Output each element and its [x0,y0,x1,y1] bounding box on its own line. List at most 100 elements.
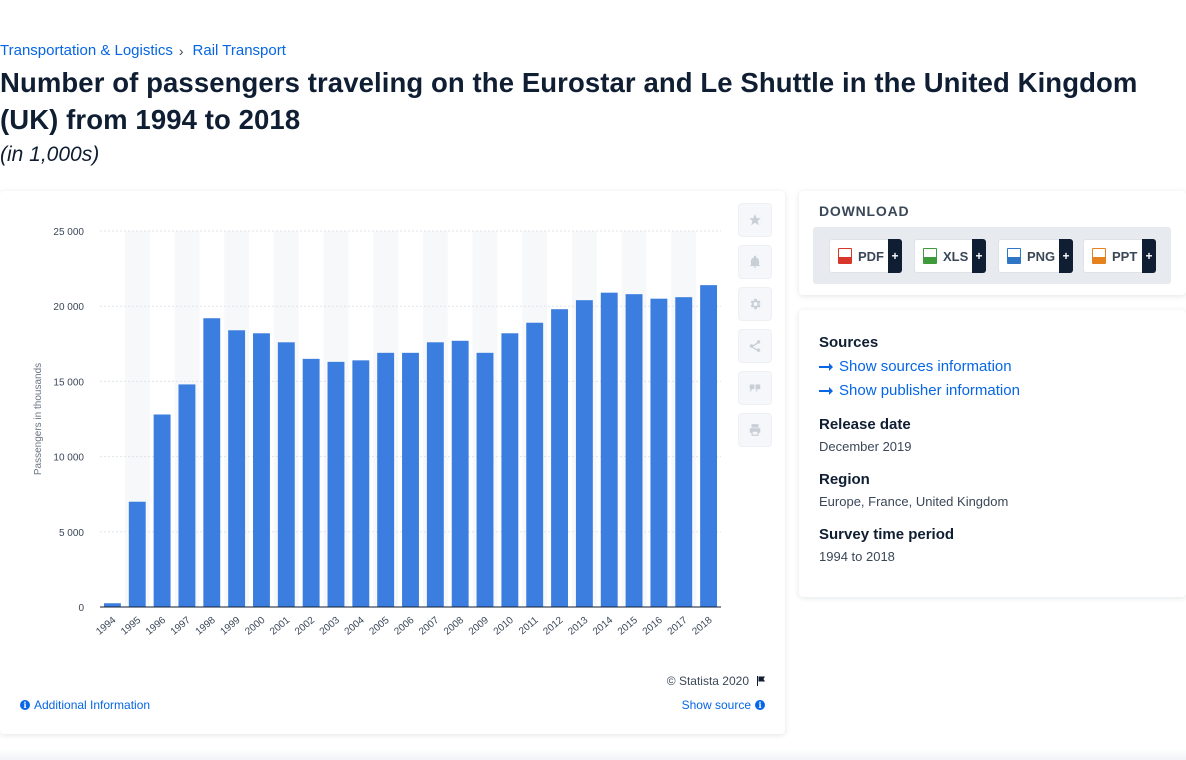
info-icon: i [755,700,765,710]
x-tick-label: 2016 [641,615,665,638]
show-source-link[interactable]: Show source i [682,698,765,712]
x-tick-label: 1999 [218,615,242,638]
x-tick-label: 1995 [119,615,143,638]
x-tick-label: 2012 [541,615,565,638]
release-date-value: December 2019 [819,439,912,454]
arrow-right-icon [819,386,833,395]
x-tick-label: 2014 [591,615,615,638]
breadcrumb-subcategory-link[interactable]: Rail Transport [192,42,286,59]
flag-icon[interactable] [755,675,767,687]
copyright-text: © Statista 2020 [666,674,749,688]
bar [625,294,643,607]
download-png-label: PNG [1027,248,1056,264]
x-tick-label: 2017 [666,615,690,638]
download-png-button[interactable]: PNG + [998,239,1073,273]
xls-file-icon [923,248,937,264]
download-ppt-button[interactable]: PPT + [1083,239,1156,273]
bar [327,361,345,607]
release-date-heading: Release date [819,416,911,433]
x-tick-label: 2010 [492,615,516,638]
additional-information-link[interactable]: i Additional Information [20,698,150,712]
y-tick-label: 15 000 [53,377,84,388]
bar [228,330,246,607]
additional-information-label: Additional Information [34,698,151,712]
show-publisher-link[interactable]: Show publisher information [819,382,1020,399]
bar [203,318,221,607]
bar [700,285,718,607]
show-sources-label: Show sources information [839,358,1012,375]
statistic-details-card: Sources Show sources information Show pu… [799,310,1186,597]
download-bar: PDF + XLS + PNG + PPT + [813,227,1171,284]
y-tick-label: 20 000 [53,302,84,313]
quote-icon [749,384,761,392]
bar [253,333,270,607]
bar [600,292,618,607]
x-tick-label: 2003 [318,615,342,638]
star-icon [749,214,761,226]
download-xls-label: XLS [943,248,969,264]
bar [551,309,568,607]
plus-icon: + [1142,239,1156,273]
x-tick-label: 2018 [690,615,714,638]
bar [377,352,395,607]
x-tick-label: 2007 [417,615,441,638]
x-tick-label: 2013 [566,615,590,638]
download-xls-button[interactable]: XLS + [914,239,986,273]
download-pdf-button[interactable]: PDF + [829,239,902,273]
y-tick-label: 0 [78,603,84,614]
breadcrumb-separator: › [178,42,184,59]
download-card: DOWNLOAD PDF + XLS + PNG + PPT + [799,191,1186,295]
cite-button[interactable] [738,371,772,405]
bar [128,501,146,607]
sources-heading: Sources [819,334,879,351]
share-button[interactable] [738,329,772,363]
y-axis-label: Passengers in thousands [33,363,44,475]
footer-shadow [0,748,1186,760]
breadcrumb-category-link[interactable]: Transportation & Logistics [0,42,173,59]
print-button[interactable] [738,413,772,447]
bar [501,333,519,607]
x-tick-label: 2005 [367,615,391,638]
png-file-icon [1007,248,1021,264]
download-title: DOWNLOAD [819,203,910,219]
ppt-file-icon [1092,248,1106,264]
download-ppt-label: PPT [1112,248,1138,264]
plus-icon: + [972,239,986,273]
bell-icon [749,255,761,268]
survey-period-value: 1994 to 2018 [819,549,895,564]
settings-button[interactable] [738,287,772,321]
gear-icon [750,298,761,310]
print-icon [749,424,761,436]
bar [103,603,121,607]
copyright: © Statista 2020 [667,674,767,688]
page-subtitle: (in 1,000s) [0,143,100,166]
page-title: Number of passengers traveling on the Eu… [0,67,1138,135]
x-tick-label: 1994 [94,615,118,638]
show-sources-link[interactable]: Show sources information [819,358,1012,375]
notification-button[interactable] [738,245,772,279]
x-tick-label: 2004 [343,615,367,638]
bar [426,342,444,607]
bar [153,414,171,607]
bar [451,340,469,607]
breadcrumb: Transportation & Logistics › Rail Transp… [0,42,286,59]
x-tick-label: 2009 [467,615,491,638]
bar [476,352,494,607]
y-tick-label: 5 000 [59,528,84,539]
x-tick-label: 1997 [169,615,193,638]
x-tick-label: 2006 [392,615,416,638]
x-tick-label: 2015 [616,615,640,638]
arrow-right-icon [819,362,833,371]
y-tick-label: 25 000 [53,227,84,238]
x-tick-label: 2011 [517,615,541,638]
show-source-label: Show source [681,698,751,712]
bar [526,322,544,607]
bar [402,352,419,607]
bar [302,358,320,607]
bar [575,300,593,607]
x-tick-label: 2008 [442,615,466,638]
favorite-button[interactable] [738,203,772,237]
plus-icon: + [1059,239,1073,273]
